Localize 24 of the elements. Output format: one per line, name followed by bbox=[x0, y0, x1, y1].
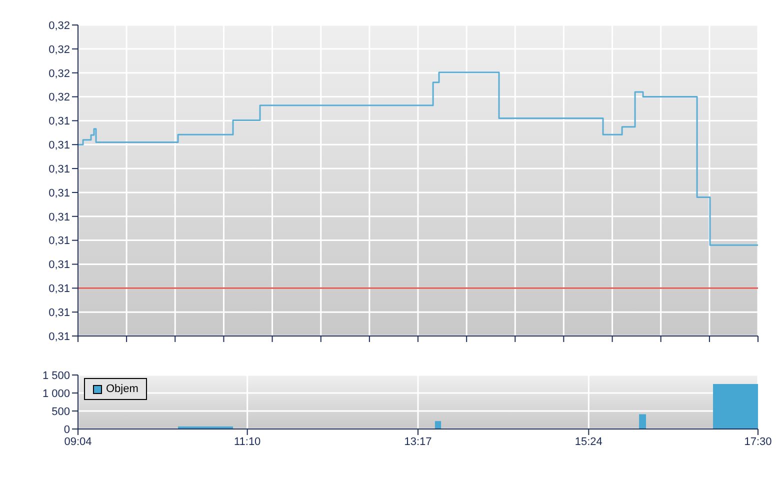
y-tick-label: 500 bbox=[52, 406, 70, 418]
legend-label: Objem bbox=[106, 383, 138, 395]
x-tick-label: 13:17 bbox=[404, 436, 432, 448]
y-tick-label: 0,32 bbox=[48, 20, 70, 32]
y-tick-label: 0,31 bbox=[48, 330, 70, 343]
x-tick-label: 15:24 bbox=[574, 436, 602, 448]
x-tick-label: 11:10 bbox=[234, 436, 261, 448]
y-tick-label: 0,31 bbox=[48, 306, 70, 319]
y-tick-label: 0,32 bbox=[48, 92, 70, 104]
y-tick-label: 0,31 bbox=[48, 283, 70, 296]
y-tick-label: 1 000 bbox=[42, 388, 70, 400]
y-tick-label: 1 500 bbox=[42, 370, 70, 382]
y-tick-label: 0,31 bbox=[48, 116, 70, 128]
y-tick-label: 0,31 bbox=[48, 211, 70, 224]
y-tick-label: 0,31 bbox=[48, 187, 70, 200]
y-tick-label: 0,31 bbox=[48, 259, 70, 272]
x-tick-label: 09:04 bbox=[64, 436, 92, 448]
y-tick-label: 0,31 bbox=[48, 163, 70, 176]
y-tick-label: 0,31 bbox=[48, 235, 70, 248]
y-tick-label: 0,32 bbox=[48, 44, 70, 56]
y-tick-label: 0,32 bbox=[48, 68, 70, 80]
y-tick-label: 0,31 bbox=[48, 140, 70, 152]
x-tick-label: 17:30 bbox=[744, 436, 772, 448]
y-tick-label: 0 bbox=[64, 424, 70, 436]
